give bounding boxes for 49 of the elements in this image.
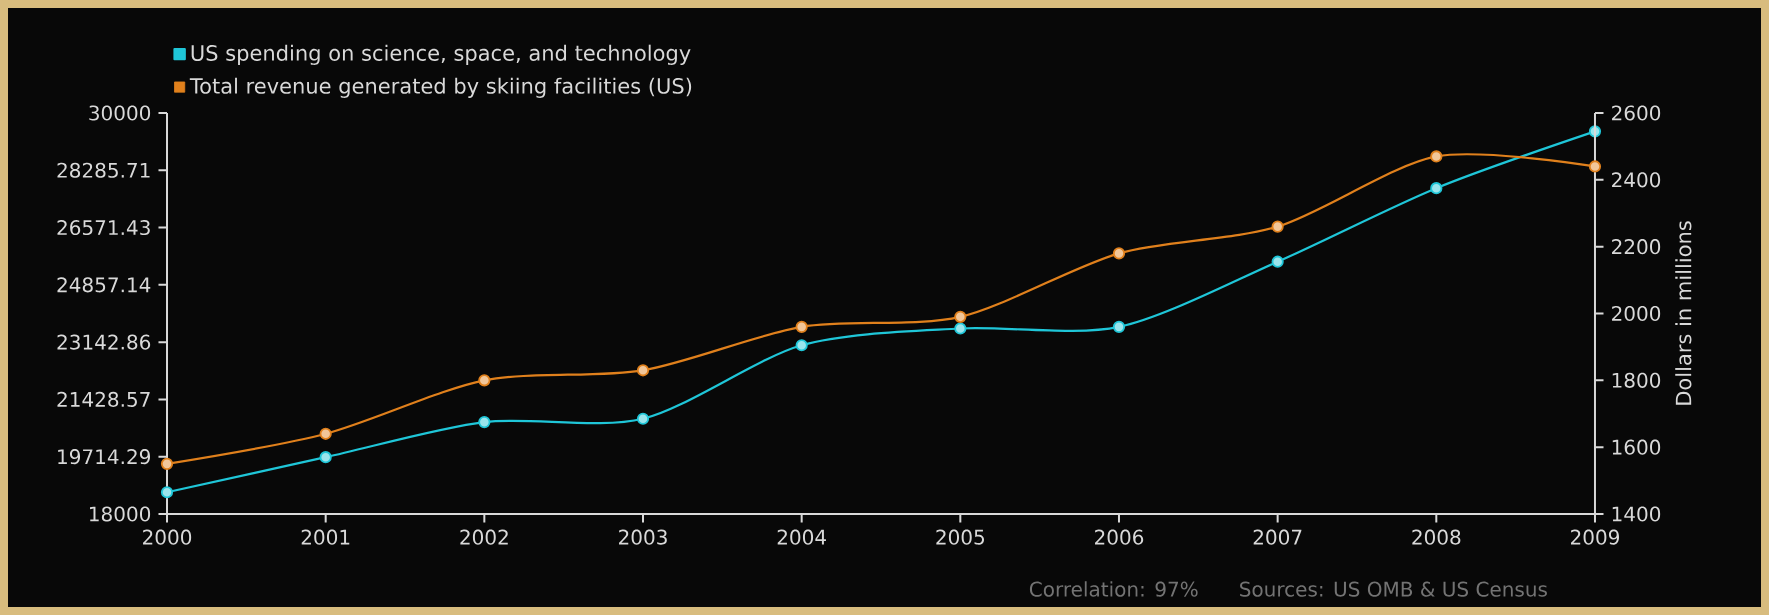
point bbox=[478, 374, 491, 387]
y2-tick-label: 2600 bbox=[1612, 105, 1661, 121]
point bbox=[954, 322, 967, 335]
point bbox=[954, 310, 967, 323]
legend-label: US spending on science, space, and technology bbox=[191, 44, 691, 65]
x-tick-label: 2002 bbox=[460, 529, 508, 545]
point bbox=[636, 364, 650, 377]
point bbox=[1271, 220, 1284, 233]
text: Correlation: 97% bbox=[1029, 581, 1198, 597]
x-tick-label: 2005 bbox=[936, 529, 985, 545]
point bbox=[636, 412, 650, 425]
x-tick-label: 2006 bbox=[1095, 529, 1144, 545]
y-tick-label: 30000 bbox=[89, 105, 151, 121]
point bbox=[1430, 150, 1443, 163]
y-tick-label: 28285.71 bbox=[57, 162, 150, 178]
point bbox=[1271, 255, 1284, 268]
x-tick-label: 2007 bbox=[1253, 529, 1302, 545]
y2-tick-label: 1400 bbox=[1612, 506, 1661, 522]
x-tick-label: 2008 bbox=[1412, 529, 1461, 545]
y2-tick-label: 2400 bbox=[1612, 172, 1661, 188]
y2-tick-label: 1800 bbox=[1612, 372, 1661, 388]
y2-axis-title: Dollars in millions bbox=[1675, 221, 1692, 405]
point bbox=[1112, 247, 1126, 260]
point bbox=[160, 457, 174, 470]
y-tick-label: 19714.29 bbox=[58, 449, 150, 465]
y2-tick-label: 2000 bbox=[1612, 305, 1661, 322]
legend-label: Total revenue generated by skiing facilities (US) bbox=[189, 77, 692, 98]
y-tick-label: 18000 bbox=[90, 506, 151, 522]
x-tick-label: 2001 bbox=[301, 529, 350, 545]
y-tick-label: 24857.14 bbox=[57, 277, 151, 293]
point bbox=[160, 486, 174, 499]
point bbox=[478, 415, 491, 429]
source-note: Sources: US OMB & US Census bbox=[1240, 581, 1547, 597]
point bbox=[795, 320, 808, 333]
point bbox=[795, 339, 808, 352]
y-tick-label: 26571.43 bbox=[57, 219, 150, 236]
x-tick-label: 2004 bbox=[777, 529, 826, 545]
x-tick-label: 2000 bbox=[143, 529, 192, 545]
point bbox=[319, 427, 332, 440]
x-tick-label: 2009 bbox=[1571, 529, 1620, 545]
point bbox=[319, 451, 332, 464]
y2-tick-label: 2200 bbox=[1612, 239, 1661, 255]
x-tick-label: 2003 bbox=[619, 529, 667, 545]
point bbox=[1588, 160, 1602, 173]
point bbox=[1112, 320, 1126, 333]
y2-tick-label: 1600 bbox=[1612, 439, 1661, 455]
y-tick-label: 23142.86 bbox=[57, 334, 151, 350]
y-tick-label: 21428.57 bbox=[57, 391, 150, 407]
point bbox=[1430, 182, 1443, 195]
